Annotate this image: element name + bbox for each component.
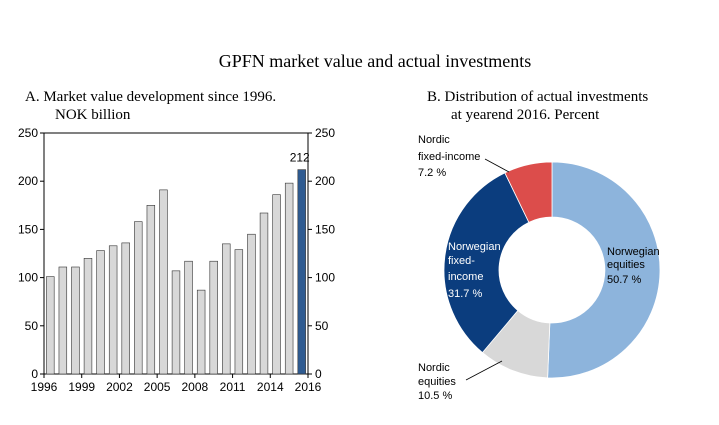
- panel-b-title-line-1: B. Distribution of actual investments: [427, 89, 648, 105]
- leader-line-nordic-fixed-income: [484, 158, 510, 173]
- y-tick-label-left: 200: [18, 174, 38, 188]
- panel-a-title-line-1: A. Market value development since 1996.: [25, 89, 276, 105]
- y-tick-label-right: 250: [315, 126, 335, 140]
- x-tick-label: 1999: [68, 380, 95, 394]
- bar-2003: [134, 221, 143, 375]
- slice-label-line: income: [448, 271, 483, 283]
- bar-1998: [71, 266, 80, 375]
- slice-label-nordic-fixed-income: Nordic fixed-income 7.2 %: [418, 134, 480, 179]
- slice-label-line: Nordic: [418, 134, 450, 146]
- bar-2006: [171, 270, 181, 375]
- x-tick-label: 2008: [182, 380, 209, 394]
- donut-slice-2: [443, 172, 530, 354]
- panel-b: B. Distribution of actual investments at…: [418, 89, 661, 402]
- bar-2009: [209, 260, 218, 375]
- donut-slice-3: [504, 161, 553, 223]
- bar-2015: [284, 182, 294, 375]
- bar-2002: [121, 242, 130, 375]
- bar-2001: [108, 245, 118, 375]
- x-tick-label: 1996: [31, 380, 58, 394]
- x-tick-label: 2011: [220, 380, 246, 394]
- slice-label-line: 7.2 %: [418, 167, 446, 179]
- slice-label-line: equities: [607, 259, 645, 271]
- x-axis: 1996 1999 2002 2005 2008 2011 2014 2016: [31, 374, 322, 394]
- y-axis-left: 0 50 100 150 200 250: [18, 126, 44, 381]
- panel-a-title-line-2: NOK billion: [55, 107, 131, 123]
- main-title: GPFN market value and actual investments: [219, 51, 531, 71]
- panel-a: A. Market value development since 1996. …: [18, 89, 335, 394]
- bar-2012: [247, 233, 256, 375]
- x-tick-label: 2016: [295, 380, 322, 394]
- slice-label-line: 10.5 %: [418, 390, 452, 402]
- bar-2005: [159, 189, 168, 375]
- bar-2011: [234, 249, 244, 375]
- y-tick-label-right: 200: [315, 174, 335, 188]
- bar-2000: [96, 250, 105, 375]
- bar-2016: [297, 169, 306, 375]
- y-tick-label-left: 150: [18, 222, 38, 236]
- leader-line-nordic-equities: [465, 360, 503, 381]
- x-tick-label: 2002: [106, 380, 133, 394]
- bar-annotation: 212: [290, 151, 310, 165]
- panel-b-title-line-2: at yearend 2016. Percent: [451, 107, 600, 123]
- slice-label-line: equities: [418, 376, 456, 388]
- slice-label-line: 50.7 %: [607, 274, 641, 286]
- y-axis-right: 0 50 100 150 200 250: [308, 126, 335, 381]
- y-tick-label-right: 50: [315, 319, 329, 333]
- slice-label-line: Norwegian: [607, 246, 660, 258]
- bar-2004: [146, 205, 156, 375]
- y-tick-label-left: 0: [31, 367, 38, 381]
- bar-2010: [222, 243, 231, 375]
- bar-2008: [196, 289, 206, 375]
- bar-1999: [83, 258, 93, 375]
- y-tick-label-left: 100: [18, 271, 38, 285]
- x-tick-label: 2005: [144, 380, 171, 394]
- bar-1997: [58, 266, 68, 375]
- bar-2013: [259, 212, 269, 375]
- slice-label-line: Norwegian: [448, 241, 501, 253]
- bar-2014: [272, 194, 281, 375]
- y-tick-label-left: 250: [18, 126, 38, 140]
- slice-label-line: fixed-income: [418, 151, 480, 163]
- x-tick-label: 2014: [257, 380, 284, 394]
- y-tick-label-left: 50: [25, 319, 39, 333]
- slice-label-nordic-equities: Nordic equities 10.5 %: [418, 362, 456, 402]
- slice-label-norwegian-equities: Norwegian equities 50.7 %: [607, 246, 660, 286]
- donut-slice-0: [547, 161, 661, 379]
- slice-label-line: Nordic: [418, 362, 450, 374]
- y-tick-label-right: 100: [315, 271, 335, 285]
- donut-slices: [443, 161, 661, 379]
- y-tick-label-right: 0: [315, 367, 322, 381]
- slice-label-line: fixed-: [448, 255, 475, 267]
- bar-1996: [46, 276, 55, 375]
- bars: [46, 169, 306, 375]
- y-tick-label-right: 150: [315, 222, 335, 236]
- bar-2007: [184, 260, 193, 375]
- slice-label-norwegian-fixed-income: Norwegian fixed- income 31.7 %: [448, 241, 501, 300]
- slice-label-line: 31.7 %: [448, 288, 482, 300]
